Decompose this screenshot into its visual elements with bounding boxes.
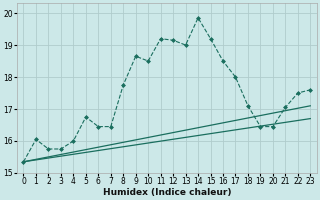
X-axis label: Humidex (Indice chaleur): Humidex (Indice chaleur) (103, 188, 231, 197)
